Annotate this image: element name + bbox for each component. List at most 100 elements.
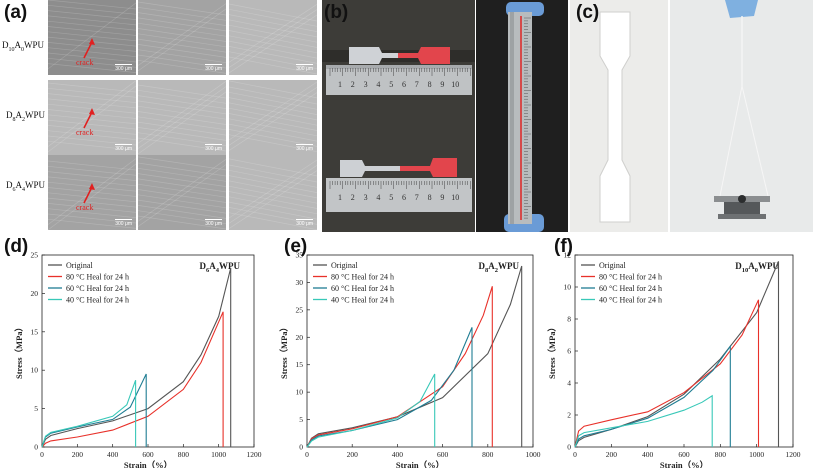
chart-d: 0 200 400 600 800 1000 1200 0 5 10 15 20 25 Strain（%）… (14, 251, 262, 468)
sem-image: 300 μm crack (48, 0, 136, 75)
series-line (574, 299, 760, 448)
series-line (306, 286, 493, 448)
y-tick-label: 30 (296, 278, 304, 287)
series-line (41, 311, 224, 448)
scale-bar: 300 μm (205, 219, 222, 227)
ruler-tick-label: 4 (376, 80, 380, 89)
x-tick-label: 800 (715, 450, 727, 459)
scale-bar: 300 μm (205, 144, 222, 152)
y-tick-label: 0 (567, 443, 571, 452)
panel-e-label: (e) (284, 236, 308, 257)
dogbone-drawing (570, 0, 668, 232)
y-tick-label: 20 (296, 333, 304, 342)
panel-d-label: (d) (4, 236, 29, 257)
x-tick-label: 200 (606, 450, 618, 459)
sem-image: 300 μm (138, 155, 226, 230)
y-tick-label: 10 (31, 366, 39, 375)
ruler-tick-label: 1 (338, 80, 342, 89)
series-line (41, 373, 147, 448)
ruler-tick-label: 10 (451, 193, 459, 202)
y-tick-label: 5 (34, 404, 38, 413)
x-tick-label: 200 (72, 450, 84, 459)
crack-arrow (83, 183, 95, 204)
chart-f: 0 200 400 600 800 1000 1200 0 2 4 6 8 10 12 Strain（%） S… (547, 251, 801, 468)
crack-arrow (83, 108, 95, 129)
y-tick-label: 12 (564, 251, 572, 260)
y-axis-label: Stress（MPa） (14, 323, 24, 379)
series-line (41, 267, 232, 448)
legend-label: Original (599, 261, 626, 270)
sem-image: 300 μm (138, 80, 226, 155)
sem-image: 300 μm crack (48, 80, 136, 155)
row-label-d6a4: D6A4WPU (6, 180, 45, 193)
x-axis-label: Strain（%） (396, 460, 444, 468)
ruler-tick-label: 3 (364, 193, 368, 202)
legend-label: Original (331, 261, 358, 270)
y-tick-label: 0 (34, 443, 38, 452)
scale-bar: 300 μm (115, 144, 132, 152)
crack-label: crack (76, 128, 94, 137)
ruler-tick-label: 8 (428, 80, 432, 89)
x-axis-label: Strain（%） (660, 460, 708, 468)
x-tick-label: 1000 (749, 450, 764, 459)
x-tick-label: 800 (178, 450, 190, 459)
sem-image: 300 μm (138, 0, 226, 75)
row-label-d10a0: D10A0WPU (2, 40, 44, 53)
y-tick-label: 25 (31, 251, 39, 260)
crack-arrow (83, 38, 95, 59)
y-tick-label: 10 (564, 283, 572, 292)
y-tick-label: 35 (296, 251, 304, 260)
y-tick-label: 5 (299, 415, 303, 424)
chart-e: 0 200 400 600 800 1000 0 5 10 15 20 25 30 35 Strain（%）… (279, 251, 541, 468)
legend-label: 40 °C Heal for 24 h (66, 296, 129, 305)
stretched-sample-photo (476, 0, 568, 232)
crack-label: crack (76, 58, 94, 67)
panel-a-label: (a) (4, 2, 28, 23)
x-tick-label: 0 (305, 450, 309, 459)
y-axis-label: Stress（MPa） (547, 323, 557, 379)
scale-bar: 300 μm (115, 219, 132, 227)
y-tick-label: 6 (567, 347, 571, 356)
x-tick-label: 400 (642, 450, 654, 459)
series-line (574, 394, 713, 448)
sample-ruler-photo: 1 2 3 4 5 6 7 8 9 10 1 2 3 4 5 6 7 8 9 10 (322, 0, 475, 232)
scale-bar: 300 μm (296, 219, 313, 227)
dogbone-sample-photo (570, 0, 668, 232)
y-axis-label: Stress（MPa） (279, 323, 289, 379)
chart-title: D8A2WPU (479, 261, 520, 274)
chart-title: D10A0WPU (735, 261, 779, 274)
lower-ruler-ticks: 1 2 3 4 5 6 7 8 9 10 (329, 181, 471, 202)
weight-lifting-drawing (670, 0, 813, 232)
series-line (306, 265, 523, 448)
vertical-ruler-ticks (524, 17, 531, 219)
x-tick-label: 200 (347, 450, 359, 459)
series-line (41, 380, 137, 448)
legend-label: 60 °C Heal for 24 h (66, 284, 129, 293)
legend-label: 60 °C Heal for 24 h (331, 284, 394, 293)
x-tick-label: 0 (40, 450, 44, 459)
legend-label: 40 °C Heal for 24 h (331, 296, 394, 305)
series-line (574, 344, 731, 448)
ruler-tick-label: 1 (338, 193, 342, 202)
crack-label: crack (76, 203, 94, 212)
y-tick-label: 10 (296, 388, 304, 397)
series-line (574, 261, 780, 448)
row-label-d8a2: D8A2WPU (6, 110, 45, 123)
scale-bar: 300 μm (296, 64, 313, 72)
ruler-tick-label: 5 (389, 193, 393, 202)
x-tick-label: 600 (437, 450, 449, 459)
sem-image: 300 μm (229, 155, 317, 230)
ruler-tick-label: 6 (402, 193, 406, 202)
x-tick-label: 600 (142, 450, 154, 459)
series-line (306, 373, 436, 448)
x-tick-label: 0 (573, 450, 577, 459)
legend-label: 80 °C Heal for 24 h (599, 273, 662, 282)
legend-label: 80 °C Heal for 24 h (66, 273, 129, 282)
x-tick-label: 1000 (211, 450, 226, 459)
ruler-tick-label: 10 (451, 80, 459, 89)
scale-bar: 300 μm (205, 64, 222, 72)
ruler-tick-label: 7 (415, 80, 419, 89)
ruler-tick-label: 9 (440, 80, 444, 89)
panel-f-label: (f) (554, 236, 573, 257)
ruler-tick-label: 3 (364, 80, 368, 89)
